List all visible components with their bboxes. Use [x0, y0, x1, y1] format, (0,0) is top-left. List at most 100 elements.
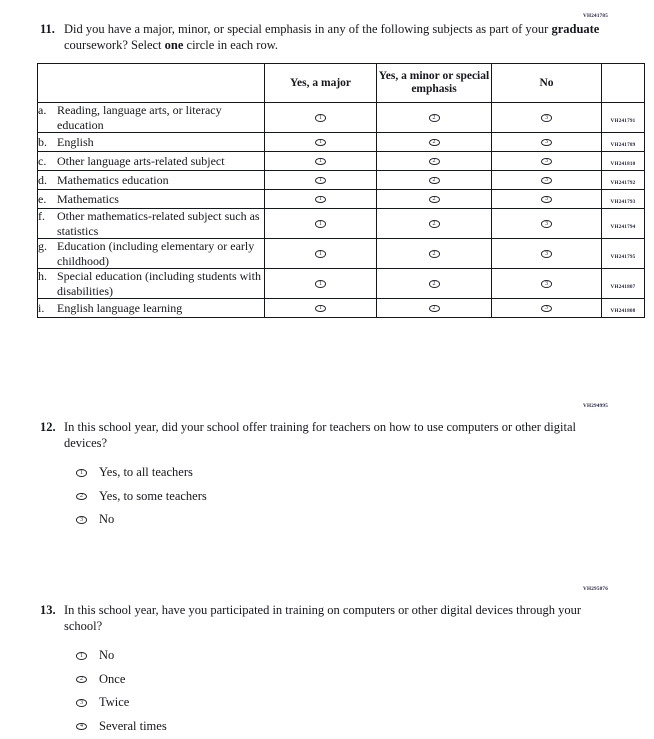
table-cell-bubble-yes-minor[interactable]: 2: [376, 132, 492, 152]
table-cell-bubble-yes-major[interactable]: 1: [264, 298, 377, 318]
question-13-option-3[interactable]: 3 Twice: [76, 691, 614, 715]
bubble-yes-major[interactable]: 1: [315, 195, 326, 204]
table-cell-bubble-yes-minor[interactable]: 2: [376, 151, 492, 171]
bubble-yes-minor[interactable]: 2: [428, 195, 440, 204]
table-row: g. Education (including elementary or ear…: [37, 238, 645, 269]
table-row-label: h. Special education (including students …: [37, 268, 265, 299]
row-letter: d.: [38, 172, 47, 187]
bubble-yes-minor[interactable]: 2: [428, 176, 440, 185]
table-cell-bubble-yes-major[interactable]: 1: [264, 151, 377, 171]
variable-id-text: VH241810: [610, 161, 636, 167]
table-row-variable-id: VH241789: [601, 132, 645, 152]
variable-id-text: VH241795: [610, 253, 636, 260]
bubble-yes-minor[interactable]: 2: [428, 114, 440, 122]
bubble-no[interactable]: 3: [541, 220, 552, 228]
bubble-digit: 3: [545, 139, 548, 146]
table-cell-bubble-yes-minor[interactable]: 2: [376, 298, 492, 318]
variable-id-text: VH241807: [610, 283, 636, 290]
table-cell-bubble-yes-major[interactable]: 1: [264, 189, 377, 209]
table-cell-bubble-no[interactable]: 3: [491, 132, 602, 152]
question-13-option-bubble-4[interactable]: 4: [76, 722, 87, 730]
question-12-option-3[interactable]: 3 No: [76, 508, 614, 532]
bubble-yes-major[interactable]: 1: [315, 138, 326, 147]
bubble-yes-minor[interactable]: 2: [428, 157, 440, 166]
bubble-digit: 3: [545, 177, 548, 184]
table-cell-bubble-no[interactable]: 3: [491, 151, 602, 171]
row-text: Mathematics: [57, 191, 119, 206]
question-13-option-bubble-1[interactable]: 1: [76, 652, 87, 660]
row-letter: c.: [38, 153, 47, 168]
table-cell-bubble-yes-minor[interactable]: 2: [376, 268, 492, 299]
table-cell-bubble-yes-major[interactable]: 1: [264, 102, 377, 133]
table-header-yes-minor: Yes, a minor or special emphasis: [376, 63, 492, 103]
question-13-option-bubble-2[interactable]: 2: [76, 675, 87, 683]
table-cell-bubble-yes-minor[interactable]: 2: [376, 102, 492, 133]
bubble-digit: 2: [80, 676, 83, 683]
bubble-no[interactable]: 3: [541, 138, 552, 147]
question-12-option-1[interactable]: 1 Yes, to all teachers: [76, 461, 614, 485]
question-13-option-1[interactable]: 1 No: [76, 644, 614, 668]
table-row-variable-id: VH241792: [601, 170, 645, 190]
table-cell-bubble-no[interactable]: 3: [491, 268, 602, 299]
bubble-digit: 1: [319, 177, 322, 184]
table-cell-bubble-no[interactable]: 3: [491, 208, 602, 239]
table-cell-bubble-yes-minor[interactable]: 2: [376, 238, 492, 269]
question-13-text: In this school year, have you participat…: [64, 603, 582, 633]
question-12-option-label-1: Yes, to all teachers: [99, 465, 193, 480]
table-cell-bubble-yes-minor[interactable]: 2: [376, 189, 492, 209]
bubble-yes-minor[interactable]: 2: [428, 280, 440, 288]
table-cell-bubble-yes-minor[interactable]: 2: [376, 170, 492, 190]
question-13-option-4[interactable]: 4 Several times: [76, 715, 614, 739]
bubble-yes-major[interactable]: 1: [315, 304, 326, 313]
question-12-option-label-3: No: [99, 512, 115, 527]
table-cell-bubble-no[interactable]: 3: [491, 298, 602, 318]
row-letter: g.: [38, 239, 47, 253]
bubble-yes-major[interactable]: 1: [315, 250, 326, 258]
table-cell-bubble-yes-minor[interactable]: 2: [376, 208, 492, 239]
question-11-number: 11.: [40, 22, 55, 36]
question-13-option-2[interactable]: 2 Once: [76, 668, 614, 692]
bubble-digit: 1: [80, 469, 83, 476]
bubble-yes-major[interactable]: 1: [315, 280, 326, 288]
bubble-no[interactable]: 3: [541, 250, 552, 258]
question-12-option-bubble-1[interactable]: 1: [76, 469, 87, 477]
question-12-option-bubble-2[interactable]: 2: [76, 492, 87, 500]
bubble-yes-major[interactable]: 1: [315, 114, 326, 122]
bubble-yes-major[interactable]: 1: [315, 220, 326, 228]
bubble-digit: 3: [80, 699, 83, 706]
table-cell-bubble-no[interactable]: 3: [491, 170, 602, 190]
bubble-yes-minor[interactable]: 2: [428, 138, 440, 147]
bubble-digit: 3: [545, 280, 548, 287]
bubble-no[interactable]: 3: [541, 114, 552, 122]
bubble-no[interactable]: 3: [541, 280, 552, 288]
question-13-option-label-4: Several times: [99, 718, 167, 733]
bubble-no[interactable]: 3: [541, 157, 552, 166]
bubble-no[interactable]: 3: [541, 176, 552, 185]
table-cell-bubble-yes-major[interactable]: 1: [264, 170, 377, 190]
question-12-option-2[interactable]: 2 Yes, to some teachers: [76, 485, 614, 509]
question-12-option-label-2: Yes, to some teachers: [99, 488, 207, 503]
table-row-variable-id: VH241793: [601, 189, 645, 209]
table-cell-bubble-yes-major[interactable]: 1: [264, 238, 377, 269]
table-cell-bubble-yes-major[interactable]: 1: [264, 208, 377, 239]
table-cell-bubble-yes-major[interactable]: 1: [264, 132, 377, 152]
question-12-text: In this school year, did your school off…: [64, 420, 576, 450]
question-13-option-bubble-3[interactable]: 3: [76, 699, 87, 707]
table-cell-bubble-no[interactable]: 3: [491, 102, 602, 133]
bubble-yes-minor[interactable]: 2: [428, 250, 440, 258]
bubble-digit: 3: [545, 250, 548, 257]
bubble-digit: 3: [80, 516, 83, 523]
bubble-no[interactable]: 3: [541, 195, 552, 204]
table-cell-bubble-no[interactable]: 3: [491, 238, 602, 269]
question-12-option-bubble-3[interactable]: 3: [76, 516, 87, 524]
bubble-yes-minor[interactable]: 2: [428, 220, 440, 228]
question-11-text: Did you have a major, minor, or special …: [64, 22, 614, 53]
bubble-no[interactable]: 3: [541, 304, 552, 313]
table-cell-bubble-yes-major[interactable]: 1: [264, 268, 377, 299]
bubble-yes-minor[interactable]: 2: [428, 304, 440, 313]
variable-id-text: VH241789: [610, 142, 636, 148]
bubble-yes-major[interactable]: 1: [315, 157, 326, 166]
table-cell-bubble-no[interactable]: 3: [491, 189, 602, 209]
bubble-yes-major[interactable]: 1: [315, 176, 326, 185]
variable-id-text: VH241791: [610, 117, 636, 124]
